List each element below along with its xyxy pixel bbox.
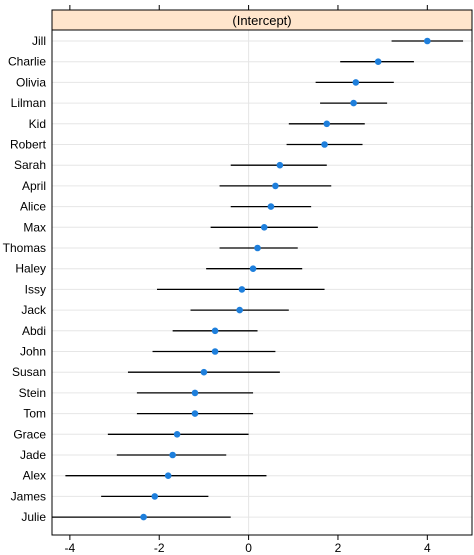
panel-title: (Intercept): [232, 13, 291, 28]
point-stein: [191, 389, 199, 397]
y-tick-label-sarah: Sarah: [14, 158, 46, 172]
y-tick-label-jack: Jack: [21, 303, 47, 317]
point-thomas: [254, 244, 261, 252]
y-tick-label-april: April: [22, 179, 46, 193]
y-tick-label-issy: Issy: [25, 282, 46, 296]
point-robert: [321, 141, 328, 148]
estimate-series: [140, 37, 431, 521]
point-charlie: [374, 58, 382, 65]
x-axis: -4 -2 0 2 4: [65, 5, 431, 555]
x-tick-label-4: 4: [424, 541, 431, 555]
point-susan: [200, 368, 208, 376]
point-april: [272, 182, 279, 190]
point-abdi: [211, 327, 219, 335]
y-tick-label-alice: Alice: [20, 200, 46, 214]
point-alex: [164, 472, 172, 480]
y-tick-label-lilman: Lilman: [11, 96, 46, 110]
point-jill: [424, 37, 431, 45]
point-julie: [140, 513, 147, 521]
point-sarah: [276, 161, 284, 169]
y-tick-label-jill: Jill: [32, 34, 46, 48]
strip-header: [52, 10, 472, 30]
y-tick-label-abdi: Abdi: [22, 324, 46, 338]
y-tick-labels: Jill Charlie Olivia Lilman Kid Robert Sarah Apr…: [3, 34, 47, 524]
point-grace: [173, 431, 181, 438]
y-tick-label-julie: Julie: [21, 510, 46, 524]
x-tick-label--4: -4: [65, 541, 76, 555]
point-tom: [191, 410, 199, 417]
y-tick-label-susan: Susan: [12, 365, 46, 379]
point-max: [260, 224, 268, 231]
interval-series: [52, 40, 464, 518]
point-jack: [236, 306, 243, 314]
point-issy: [238, 286, 246, 293]
point-jade: [169, 451, 176, 459]
point-lilman: [350, 99, 357, 107]
y-tick-label-kid: Kid: [29, 117, 46, 131]
point-kid: [323, 120, 331, 128]
y-tick-label-olivia: Olivia: [16, 75, 46, 89]
x-tick-label-0: 0: [245, 541, 252, 555]
point-alice: [267, 203, 275, 210]
y-tick-label-stein: Stein: [19, 386, 46, 400]
x-tick-label--2: -2: [154, 541, 165, 555]
panel-frame: (Intercept): [51, 9, 473, 536]
point-james: [151, 493, 159, 500]
y-tick-label-charlie: Charlie: [8, 55, 46, 69]
point-john: [211, 348, 219, 355]
gridlines: [52, 30, 472, 535]
y-tick-label-james: James: [11, 489, 46, 503]
y-tick-label-tom: Tom: [23, 407, 46, 421]
y-tick-label-grace: Grace: [13, 427, 46, 441]
y-tick-label-jade: Jade: [20, 448, 46, 462]
y-tick-label-thomas: Thomas: [3, 241, 46, 255]
point-haley: [249, 265, 257, 273]
y-tick-label-alex: Alex: [23, 469, 46, 483]
point-olivia: [352, 79, 360, 86]
y-tick-label-haley: Haley: [15, 262, 46, 276]
panel-border: [51, 9, 473, 536]
y-tick-label-john: John: [20, 345, 46, 359]
x-tick-label-2: 2: [335, 541, 342, 555]
y-tick-label-max: Max: [23, 220, 46, 234]
y-tick-label-robert: Robert: [10, 138, 47, 152]
